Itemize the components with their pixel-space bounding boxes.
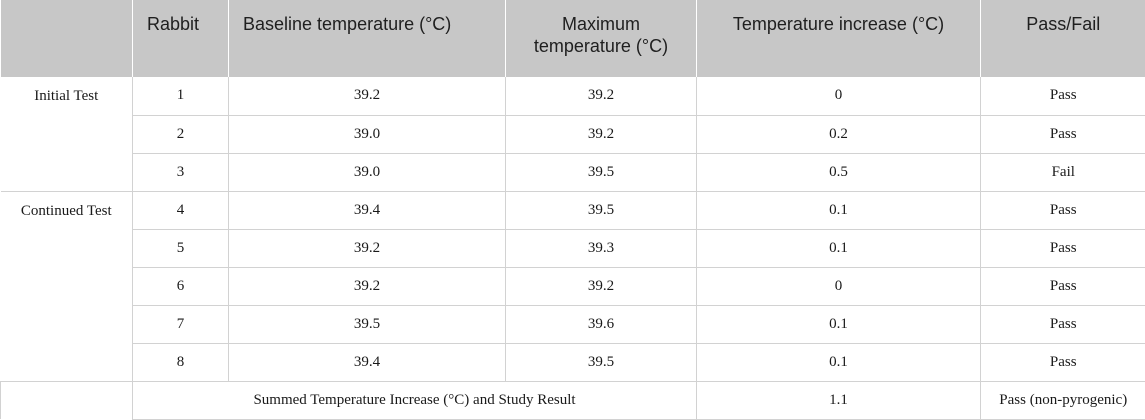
cell-result: Pass	[981, 115, 1145, 153]
cell-rabbit: 6	[133, 267, 229, 305]
cell-result: Pass	[981, 267, 1145, 305]
header-row: Rabbit Baseline temperature (°C) Maximum…	[1, 0, 1145, 77]
cell-maximum: 39.2	[506, 115, 697, 153]
cell-increase: 0.1	[697, 229, 981, 267]
cell-maximum: 39.5	[506, 153, 697, 191]
cell-result: Fail	[981, 153, 1145, 191]
cell-maximum: 39.2	[506, 77, 697, 115]
table-row: Initial Test 1 39.2 39.2 0 Pass	[1, 77, 1145, 115]
cell-result: Pass	[981, 305, 1145, 343]
cell-baseline: 39.4	[229, 191, 506, 229]
cell-baseline: 39.2	[229, 267, 506, 305]
cell-result: Pass	[981, 191, 1145, 229]
cell-maximum: 39.2	[506, 267, 697, 305]
summary-total: 1.1	[697, 381, 981, 419]
cell-increase: 0.5	[697, 153, 981, 191]
cell-rabbit: 5	[133, 229, 229, 267]
cell-maximum: 39.5	[506, 343, 697, 381]
header-increase: Temperature increase (°C)	[697, 0, 981, 77]
cell-rabbit: 1	[133, 77, 229, 115]
summary-result: Pass (non-pyrogenic)	[981, 381, 1145, 419]
cell-baseline: 39.0	[229, 115, 506, 153]
cell-increase: 0.1	[697, 343, 981, 381]
table-row: 7 39.5 39.6 0.1 Pass	[1, 305, 1145, 343]
table-row: 5 39.2 39.3 0.1 Pass	[1, 229, 1145, 267]
cell-rabbit: 3	[133, 153, 229, 191]
cell-result: Pass	[981, 343, 1145, 381]
header-rabbit: Rabbit	[133, 0, 229, 77]
cell-baseline: 39.0	[229, 153, 506, 191]
summary-row: Summed Temperature Increase (°C) and Stu…	[1, 381, 1145, 419]
header-baseline: Baseline temperature (°C)	[229, 0, 506, 77]
cell-rabbit: 8	[133, 343, 229, 381]
cell-increase: 0.2	[697, 115, 981, 153]
cell-result: Pass	[981, 229, 1145, 267]
cell-increase: 0.1	[697, 191, 981, 229]
table-row: Continued Test 4 39.4 39.5 0.1 Pass	[1, 191, 1145, 229]
cell-increase: 0	[697, 267, 981, 305]
table-row: 3 39.0 39.5 0.5 Fail	[1, 153, 1145, 191]
cell-increase: 0.1	[697, 305, 981, 343]
cell-baseline: 39.2	[229, 229, 506, 267]
cell-increase: 0	[697, 77, 981, 115]
table-row: 2 39.0 39.2 0.2 Pass	[1, 115, 1145, 153]
summary-spacer	[1, 381, 133, 419]
cell-rabbit: 4	[133, 191, 229, 229]
cell-rabbit: 7	[133, 305, 229, 343]
summary-label: Summed Temperature Increase (°C) and Stu…	[133, 381, 697, 419]
cell-result: Pass	[981, 77, 1145, 115]
table-row: 6 39.2 39.2 0 Pass	[1, 267, 1145, 305]
cell-baseline: 39.2	[229, 77, 506, 115]
header-group	[1, 0, 133, 77]
group-initial-test: Initial Test	[1, 77, 133, 191]
table-row: 8 39.4 39.5 0.1 Pass	[1, 343, 1145, 381]
cell-maximum: 39.3	[506, 229, 697, 267]
header-passfail: Pass/Fail	[981, 0, 1145, 77]
cell-baseline: 39.5	[229, 305, 506, 343]
cell-maximum: 39.5	[506, 191, 697, 229]
header-maximum: Maximum temperature (°C)	[506, 0, 697, 77]
cell-baseline: 39.4	[229, 343, 506, 381]
cell-maximum: 39.6	[506, 305, 697, 343]
group-continued-test: Continued Test	[1, 191, 133, 381]
cell-rabbit: 2	[133, 115, 229, 153]
